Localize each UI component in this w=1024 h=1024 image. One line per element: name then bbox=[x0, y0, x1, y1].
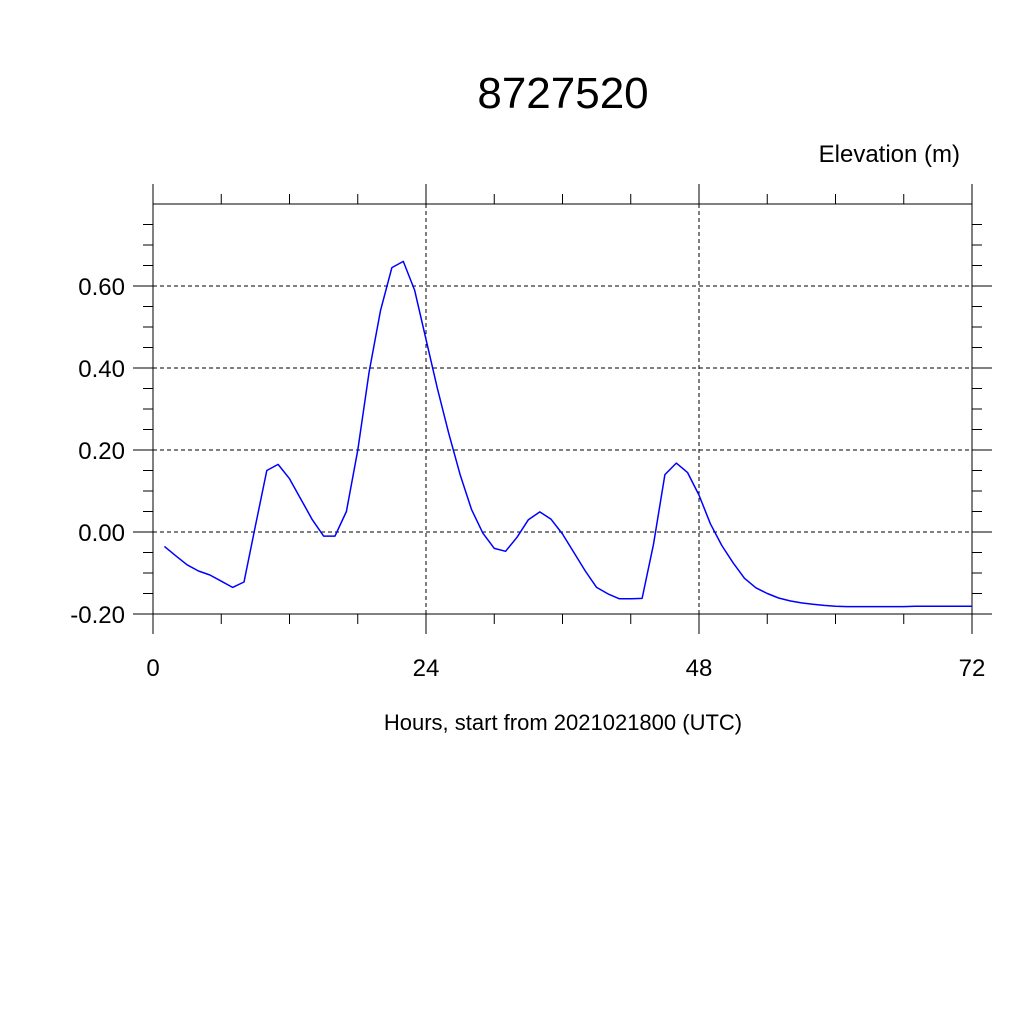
plot-frame bbox=[133, 184, 992, 634]
series-line bbox=[163, 260, 972, 608]
x-tick-label: 0 bbox=[146, 655, 159, 682]
x-tick-label: 72 bbox=[959, 655, 986, 682]
x-axis-label: Hours, start from 2021021800 (UTC) bbox=[384, 710, 742, 735]
x-tick-label: 48 bbox=[686, 655, 713, 682]
series-layer bbox=[163, 260, 972, 608]
tick-labels: 0 24 48 72 -0.20 0.00 0.20 0.40 0.60 bbox=[70, 274, 985, 682]
y-tick-label: 0.60 bbox=[78, 274, 125, 301]
y-axis-label: Elevation (m) bbox=[819, 141, 960, 168]
chart-title: 8727520 bbox=[477, 69, 648, 118]
x-tick-label: 24 bbox=[413, 655, 440, 682]
y-tick-label: 0.00 bbox=[78, 520, 125, 547]
y-tick-label: 0.20 bbox=[78, 438, 125, 465]
grid bbox=[153, 204, 972, 614]
y-tick-label: -0.20 bbox=[70, 602, 125, 629]
y-tick-label: 0.40 bbox=[78, 356, 125, 383]
